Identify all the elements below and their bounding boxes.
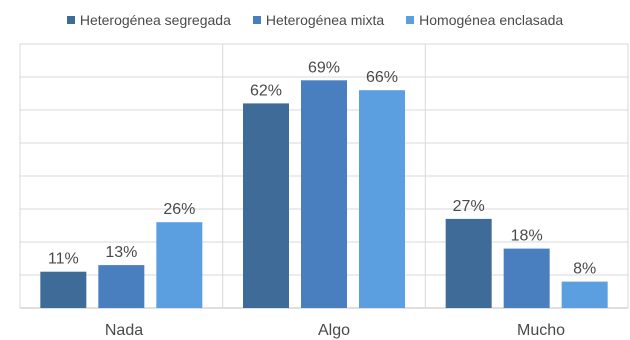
data-label: 69% (308, 59, 340, 76)
data-label: 18% (511, 228, 543, 245)
data-label: 11% (48, 251, 79, 268)
data-label: 26% (163, 201, 195, 218)
data-label: 8% (573, 261, 596, 278)
data-label: 27% (453, 198, 485, 215)
bar (503, 248, 550, 308)
legend-item-heterogenea-mixta: Heterogénea mixta (252, 12, 385, 28)
bar (445, 218, 492, 308)
bars (40, 80, 608, 309)
legend-item-heterogenea-segregada: Heterogénea segregada (66, 12, 231, 28)
data-label: 13% (105, 244, 137, 261)
legend-item-homogenea-enclasada: Homogénea enclasada (406, 12, 563, 28)
category-label-algo: Algo (317, 322, 351, 339)
bar (98, 265, 145, 308)
bar (561, 281, 608, 308)
legend-label: Heterogénea mixta (265, 12, 385, 28)
bar (40, 271, 87, 308)
legend-swatch (252, 16, 261, 24)
bar (156, 222, 203, 308)
bar (243, 103, 289, 309)
data-label: 62% (250, 82, 282, 99)
category-label-mucho: Mucho (516, 322, 566, 339)
legend-label: Homogénea enclasada (419, 12, 564, 28)
legend-swatch (66, 16, 75, 24)
chart-legend: Heterogénea segregada Heterogénea mixta … (0, 12, 630, 28)
category-label-nada: Nada (104, 322, 144, 339)
data-label: 66% (366, 69, 398, 86)
legend-label: Heterogénea segregada (79, 12, 231, 28)
data-labels: 11% 13% 26% 62% 69% 66% 27% 18% 8% (48, 59, 596, 277)
bar (301, 80, 347, 308)
bar (359, 90, 405, 308)
legend-swatch (406, 16, 415, 24)
